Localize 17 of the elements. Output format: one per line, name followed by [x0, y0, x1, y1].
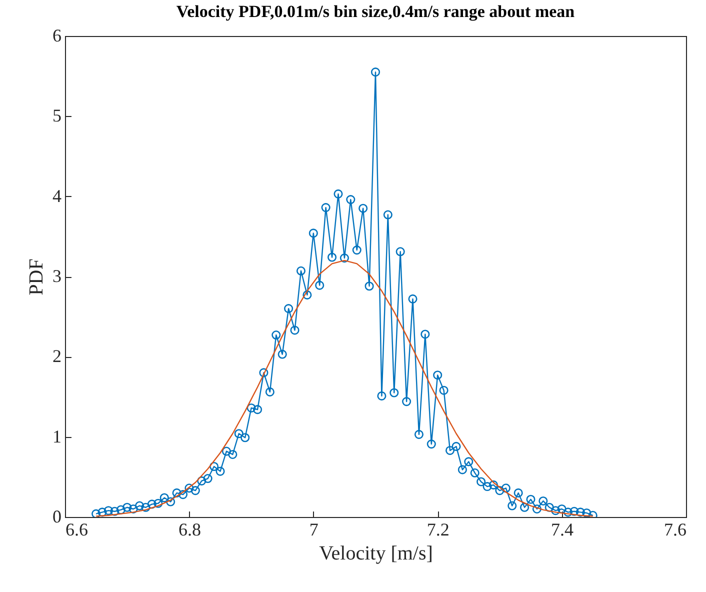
x-tick-label: 7.6 [664, 520, 686, 540]
y-tick-label: 2 [52, 346, 62, 366]
y-tick-label: 1 [52, 426, 62, 446]
y-tick-label: 4 [52, 186, 62, 206]
y-axis-title: PDF [26, 258, 48, 296]
x-tick-label: 6.8 [178, 520, 201, 540]
y-tick-label: 5 [52, 106, 62, 126]
x-tick-label: 7.4 [551, 520, 574, 540]
line-series [95, 260, 594, 517]
chart-title: Velocity PDF,0.01m/s bin size,0.4m/s range about mean [176, 2, 576, 21]
x-tick-label: 7 [309, 520, 318, 540]
y-tick-label: 3 [52, 266, 62, 286]
y-tick-label: 0 [52, 506, 62, 526]
x-axis-title: Velocity [m/s] [319, 542, 433, 564]
x-tick-label: 7.2 [426, 520, 450, 540]
x-tick-label: 6.6 [66, 520, 88, 540]
y-tick-label: 6 [52, 26, 62, 46]
